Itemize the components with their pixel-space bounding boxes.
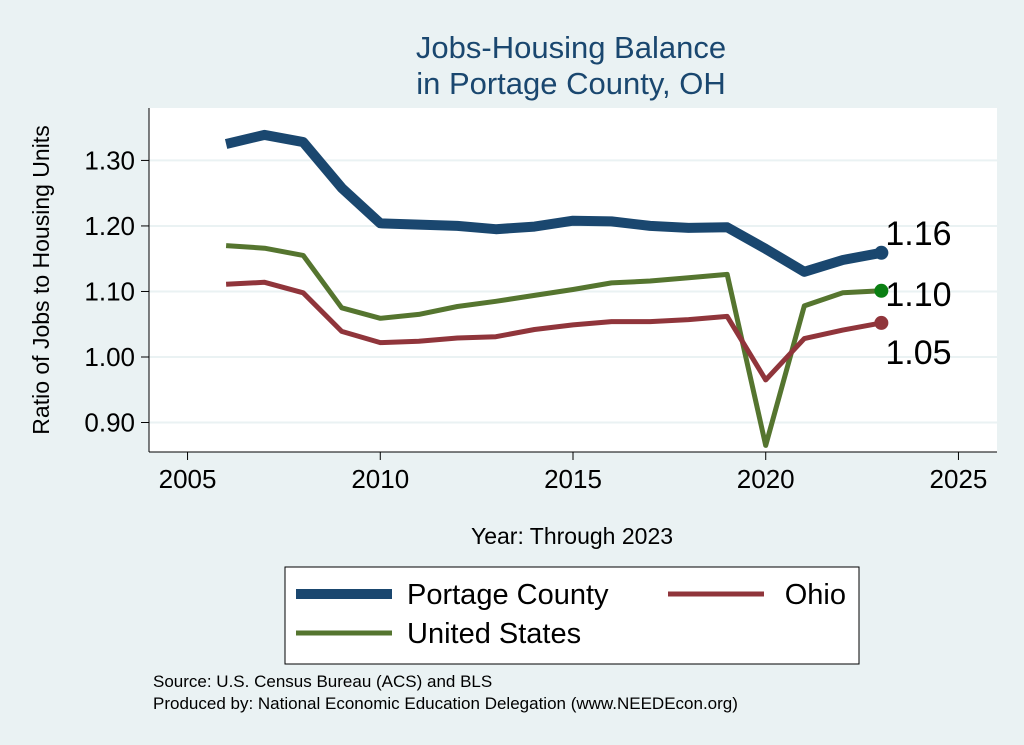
x-tick-label: 2005 bbox=[159, 464, 217, 494]
series-line-ohio bbox=[225, 279, 882, 383]
end-markers: 1.16 1.10 1.05 bbox=[874, 215, 952, 372]
end-marker-portage-county bbox=[874, 245, 889, 260]
end-label-portage-county: 1.16 bbox=[885, 215, 951, 253]
chart-title-line-1: Jobs-Housing Balance bbox=[416, 30, 726, 65]
y-axis-title: Ratio of Jobs to Housing Units bbox=[28, 125, 54, 434]
y-tick-label: 0.90 bbox=[84, 408, 135, 438]
x-tick-label: 2020 bbox=[737, 464, 795, 494]
x-tick-label: 2015 bbox=[544, 464, 602, 494]
legend-box bbox=[284, 566, 860, 665]
y-tick-label: 1.20 bbox=[84, 211, 135, 241]
end-label-united-states: 1.10 bbox=[885, 276, 951, 314]
legend-label-portage-county: Portage County bbox=[407, 579, 609, 611]
y-axis-ticks: 0.90 1.00 1.10 1.20 1.30 bbox=[84, 145, 149, 438]
series-line-united-states bbox=[225, 243, 882, 448]
y-tick-label: 1.10 bbox=[84, 276, 135, 306]
end-marker-ohio bbox=[874, 315, 889, 330]
chart-title-line-2: in Portage County, OH bbox=[416, 66, 726, 101]
y-tick-label: 1.30 bbox=[84, 145, 135, 175]
plot-area bbox=[149, 108, 997, 452]
legend-label-united-states: United States bbox=[407, 618, 581, 650]
x-tick-label: 2025 bbox=[930, 464, 988, 494]
x-axis-title: Year: Through 2023 bbox=[471, 523, 673, 549]
x-axis-ticks: 2005 2010 2015 2020 2025 bbox=[159, 452, 988, 494]
x-tick-label: 2010 bbox=[351, 464, 409, 494]
series-lines bbox=[224, 129, 883, 448]
source-line: Source: U.S. Census Bureau (ACS) and BLS bbox=[153, 672, 492, 691]
y-tick-label: 1.00 bbox=[84, 342, 135, 372]
end-marker-united-states bbox=[874, 283, 889, 298]
end-label-ohio: 1.05 bbox=[885, 334, 951, 372]
series-line-portage-county bbox=[224, 129, 883, 277]
legend-label-ohio: Ohio bbox=[785, 579, 846, 611]
producer-line: Produced by: National Economic Education… bbox=[153, 694, 738, 713]
